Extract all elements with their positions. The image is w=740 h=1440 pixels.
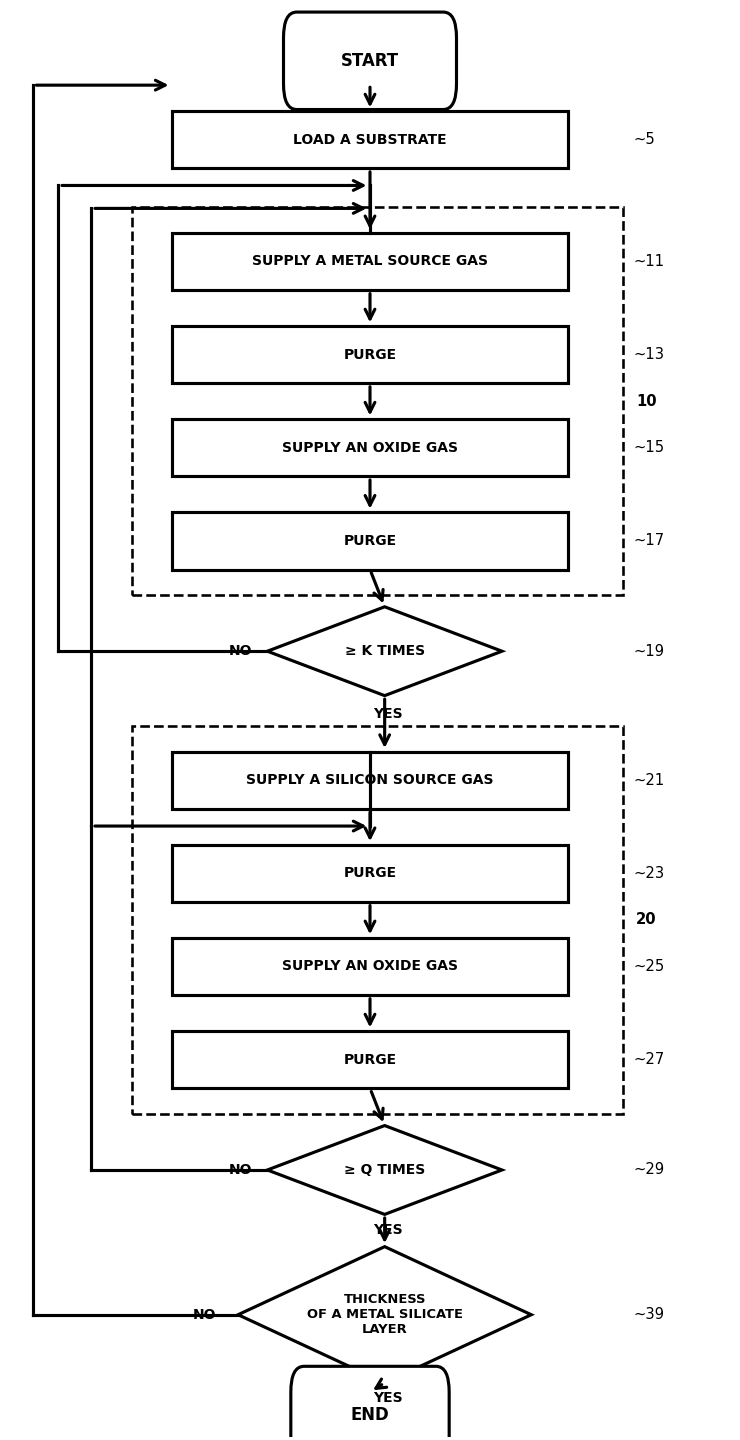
Bar [172, 937, 568, 995]
Bar [132, 726, 623, 1115]
Text: SUPPLY AN OXIDE GAS: SUPPLY AN OXIDE GAS [282, 959, 458, 973]
Text: NO: NO [229, 1164, 253, 1176]
Bar [132, 207, 623, 595]
Polygon shape [238, 1247, 531, 1382]
Text: LOAD A SUBSTRATE: LOAD A SUBSTRATE [293, 132, 447, 147]
Text: 10: 10 [636, 393, 656, 409]
Text: ≥ Q TIMES: ≥ Q TIMES [344, 1164, 426, 1176]
Text: ≥ K TIMES: ≥ K TIMES [345, 644, 425, 658]
Text: ~21: ~21 [634, 773, 665, 788]
Text: ~23: ~23 [634, 865, 665, 881]
Bar [172, 325, 568, 383]
Text: PURGE: PURGE [343, 867, 397, 880]
Text: ~13: ~13 [634, 347, 665, 361]
Text: 20: 20 [636, 913, 656, 927]
Text: PURGE: PURGE [343, 534, 397, 547]
Text: YES: YES [374, 1223, 403, 1237]
Text: SUPPLY AN OXIDE GAS: SUPPLY AN OXIDE GAS [282, 441, 458, 455]
Text: ~15: ~15 [634, 441, 665, 455]
Text: END: END [351, 1405, 389, 1424]
Text: PURGE: PURGE [343, 347, 397, 361]
FancyBboxPatch shape [291, 1367, 449, 1440]
Bar [172, 111, 568, 168]
Bar [172, 419, 568, 477]
Text: NO: NO [229, 644, 253, 658]
Polygon shape [267, 606, 502, 696]
Text: ~29: ~29 [634, 1162, 665, 1178]
Text: ~25: ~25 [634, 959, 665, 973]
Text: ~39: ~39 [634, 1308, 665, 1322]
Text: YES: YES [374, 707, 403, 721]
Text: THICKNESS
OF A METAL SILICATE
LAYER: THICKNESS OF A METAL SILICATE LAYER [306, 1293, 462, 1336]
Text: ~27: ~27 [634, 1053, 665, 1067]
Bar [172, 845, 568, 901]
Bar [172, 1031, 568, 1089]
Text: START: START [341, 52, 399, 69]
Bar [172, 233, 568, 289]
Bar [172, 752, 568, 809]
Text: SUPPLY A SILICON SOURCE GAS: SUPPLY A SILICON SOURCE GAS [246, 773, 494, 788]
Text: ~17: ~17 [634, 533, 665, 549]
Polygon shape [267, 1126, 502, 1214]
Text: NO: NO [192, 1308, 216, 1322]
Text: ~5: ~5 [634, 132, 656, 147]
Text: ~11: ~11 [634, 253, 665, 269]
Text: PURGE: PURGE [343, 1053, 397, 1067]
FancyBboxPatch shape [283, 12, 457, 109]
Bar [172, 513, 568, 570]
Text: ~19: ~19 [634, 644, 665, 658]
Text: SUPPLY A METAL SOURCE GAS: SUPPLY A METAL SOURCE GAS [252, 255, 488, 268]
Text: YES: YES [374, 1391, 403, 1405]
